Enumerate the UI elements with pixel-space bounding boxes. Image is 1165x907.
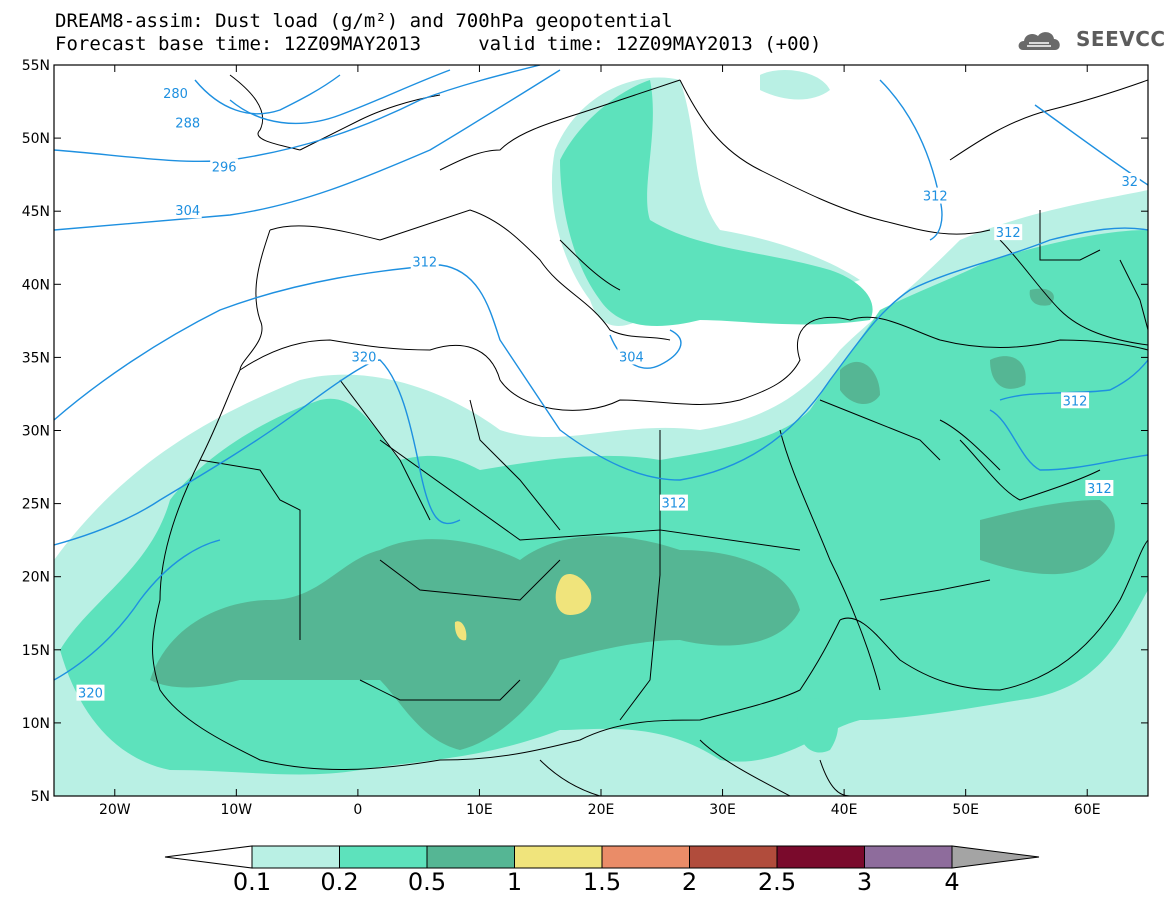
colorbar-label: 4 bbox=[944, 868, 960, 896]
colorbar-box bbox=[689, 845, 778, 869]
colorbar-label: 0.5 bbox=[407, 868, 447, 896]
map-title-line1: DREAM8-assim: Dust load (g/m²) and 700hP… bbox=[55, 10, 673, 32]
lat-tick-label: 15N bbox=[22, 643, 50, 659]
contour-label: 312 bbox=[996, 226, 1021, 241]
colorbar-box bbox=[426, 845, 515, 869]
contour-label: 320 bbox=[352, 350, 377, 365]
logo-text: SEEVCCC bbox=[1076, 27, 1165, 51]
colorbar-label: 3 bbox=[856, 868, 873, 896]
contour-label: 312 bbox=[1063, 394, 1088, 409]
contour-label-bg bbox=[994, 224, 1023, 241]
map-plot-area: 280 288 296 304 312 320 304 312 312 312 312 312 320 3… bbox=[54, 65, 1148, 796]
contour-label: 280 bbox=[163, 87, 188, 102]
contour-label-bg bbox=[161, 85, 190, 102]
lon-tick-label: 10W bbox=[220, 802, 252, 818]
contour-label-bg bbox=[76, 684, 105, 701]
colorbar-label: 0.2 bbox=[320, 868, 359, 896]
contour-label: 296 bbox=[212, 160, 237, 175]
contour-label: 320 bbox=[78, 687, 103, 702]
colorbar-label: 0.1 bbox=[232, 868, 272, 896]
contour-label-bg bbox=[1119, 172, 1140, 189]
colorbar-box bbox=[514, 845, 603, 869]
contour-label: 304 bbox=[175, 204, 200, 219]
contour-label-bg bbox=[659, 494, 688, 511]
colorbar bbox=[164, 845, 1040, 869]
colorbar-box bbox=[339, 845, 428, 869]
lat-tick-label: 55N bbox=[22, 58, 50, 74]
lon-tick-label: 20W bbox=[99, 802, 131, 818]
lat-tick-label: 25N bbox=[22, 497, 50, 513]
lat-tick-label: 20N bbox=[22, 570, 50, 586]
contour-label-bg bbox=[173, 114, 202, 131]
lon-tick-label: 20E bbox=[588, 802, 615, 818]
lon-tick-label: 50E bbox=[952, 802, 979, 818]
contour-label-bg bbox=[1061, 392, 1090, 409]
colorbar-lower-arrow bbox=[164, 845, 253, 869]
lat-tick-label: 10N bbox=[22, 716, 50, 732]
contour-label-bg bbox=[1085, 479, 1114, 496]
lat-tick-label: 50N bbox=[22, 131, 50, 147]
cloud-logo-icon bbox=[1018, 32, 1060, 50]
lon-tick-label: 60E bbox=[1074, 802, 1101, 818]
longitude-ticks: 20W 10W 0 10E 20E 30E 40E 50E 60E bbox=[99, 65, 1101, 818]
colorbar-label: 1.5 bbox=[582, 868, 622, 896]
contour-label-bg bbox=[173, 202, 202, 219]
lon-tick-label: 40E bbox=[831, 802, 858, 818]
lat-tick-label: 45N bbox=[22, 204, 50, 220]
lat-tick-label: 30N bbox=[22, 424, 50, 440]
colorbar-upper-arrow bbox=[951, 845, 1040, 869]
contour-label: 32 bbox=[1121, 175, 1138, 190]
contour-label: 288 bbox=[175, 116, 200, 131]
lat-tick-label: 35N bbox=[22, 350, 50, 366]
contour-label-bg bbox=[210, 158, 239, 175]
colorbar-box bbox=[601, 845, 690, 869]
contour-label-bg bbox=[921, 187, 950, 204]
lon-tick-label: 10E bbox=[466, 802, 493, 818]
lon-tick-label: 0 bbox=[353, 802, 362, 818]
contour-label-bg bbox=[617, 348, 646, 365]
latitude-ticks: 55N 50N 45N 40N 35N 30N 25N 20N 15N 10N 5N bbox=[22, 58, 1148, 805]
map-title-line2: Forecast base time: 12Z09MAY2013 valid t… bbox=[55, 33, 822, 55]
contour-labels: 280 288 296 304 312 320 304 312 312 312 312 312 320 3… bbox=[76, 85, 1140, 702]
contour-label-bg bbox=[410, 253, 439, 270]
lat-tick-label: 5N bbox=[31, 789, 50, 805]
dust-layer-dark bbox=[150, 288, 1115, 750]
colorbar-label: 1 bbox=[506, 868, 523, 896]
coastlines bbox=[152, 74, 1148, 796]
colorbar-label: 2 bbox=[681, 868, 698, 896]
dust-layer-high bbox=[454, 574, 592, 641]
colorbar-label: 2.5 bbox=[757, 868, 797, 896]
contour-label: 312 bbox=[923, 190, 948, 205]
contour-label: 312 bbox=[1087, 482, 1112, 497]
lon-tick-label: 30E bbox=[709, 802, 736, 818]
contour-label: 304 bbox=[619, 350, 644, 365]
contour-label: 312 bbox=[412, 255, 437, 270]
contour-label-bg bbox=[349, 348, 378, 365]
colorbar-box bbox=[251, 845, 340, 869]
colorbar-box bbox=[864, 845, 953, 869]
lat-tick-label: 40N bbox=[22, 277, 50, 293]
contour-label: 312 bbox=[662, 497, 687, 512]
colorbar-box bbox=[776, 845, 865, 869]
